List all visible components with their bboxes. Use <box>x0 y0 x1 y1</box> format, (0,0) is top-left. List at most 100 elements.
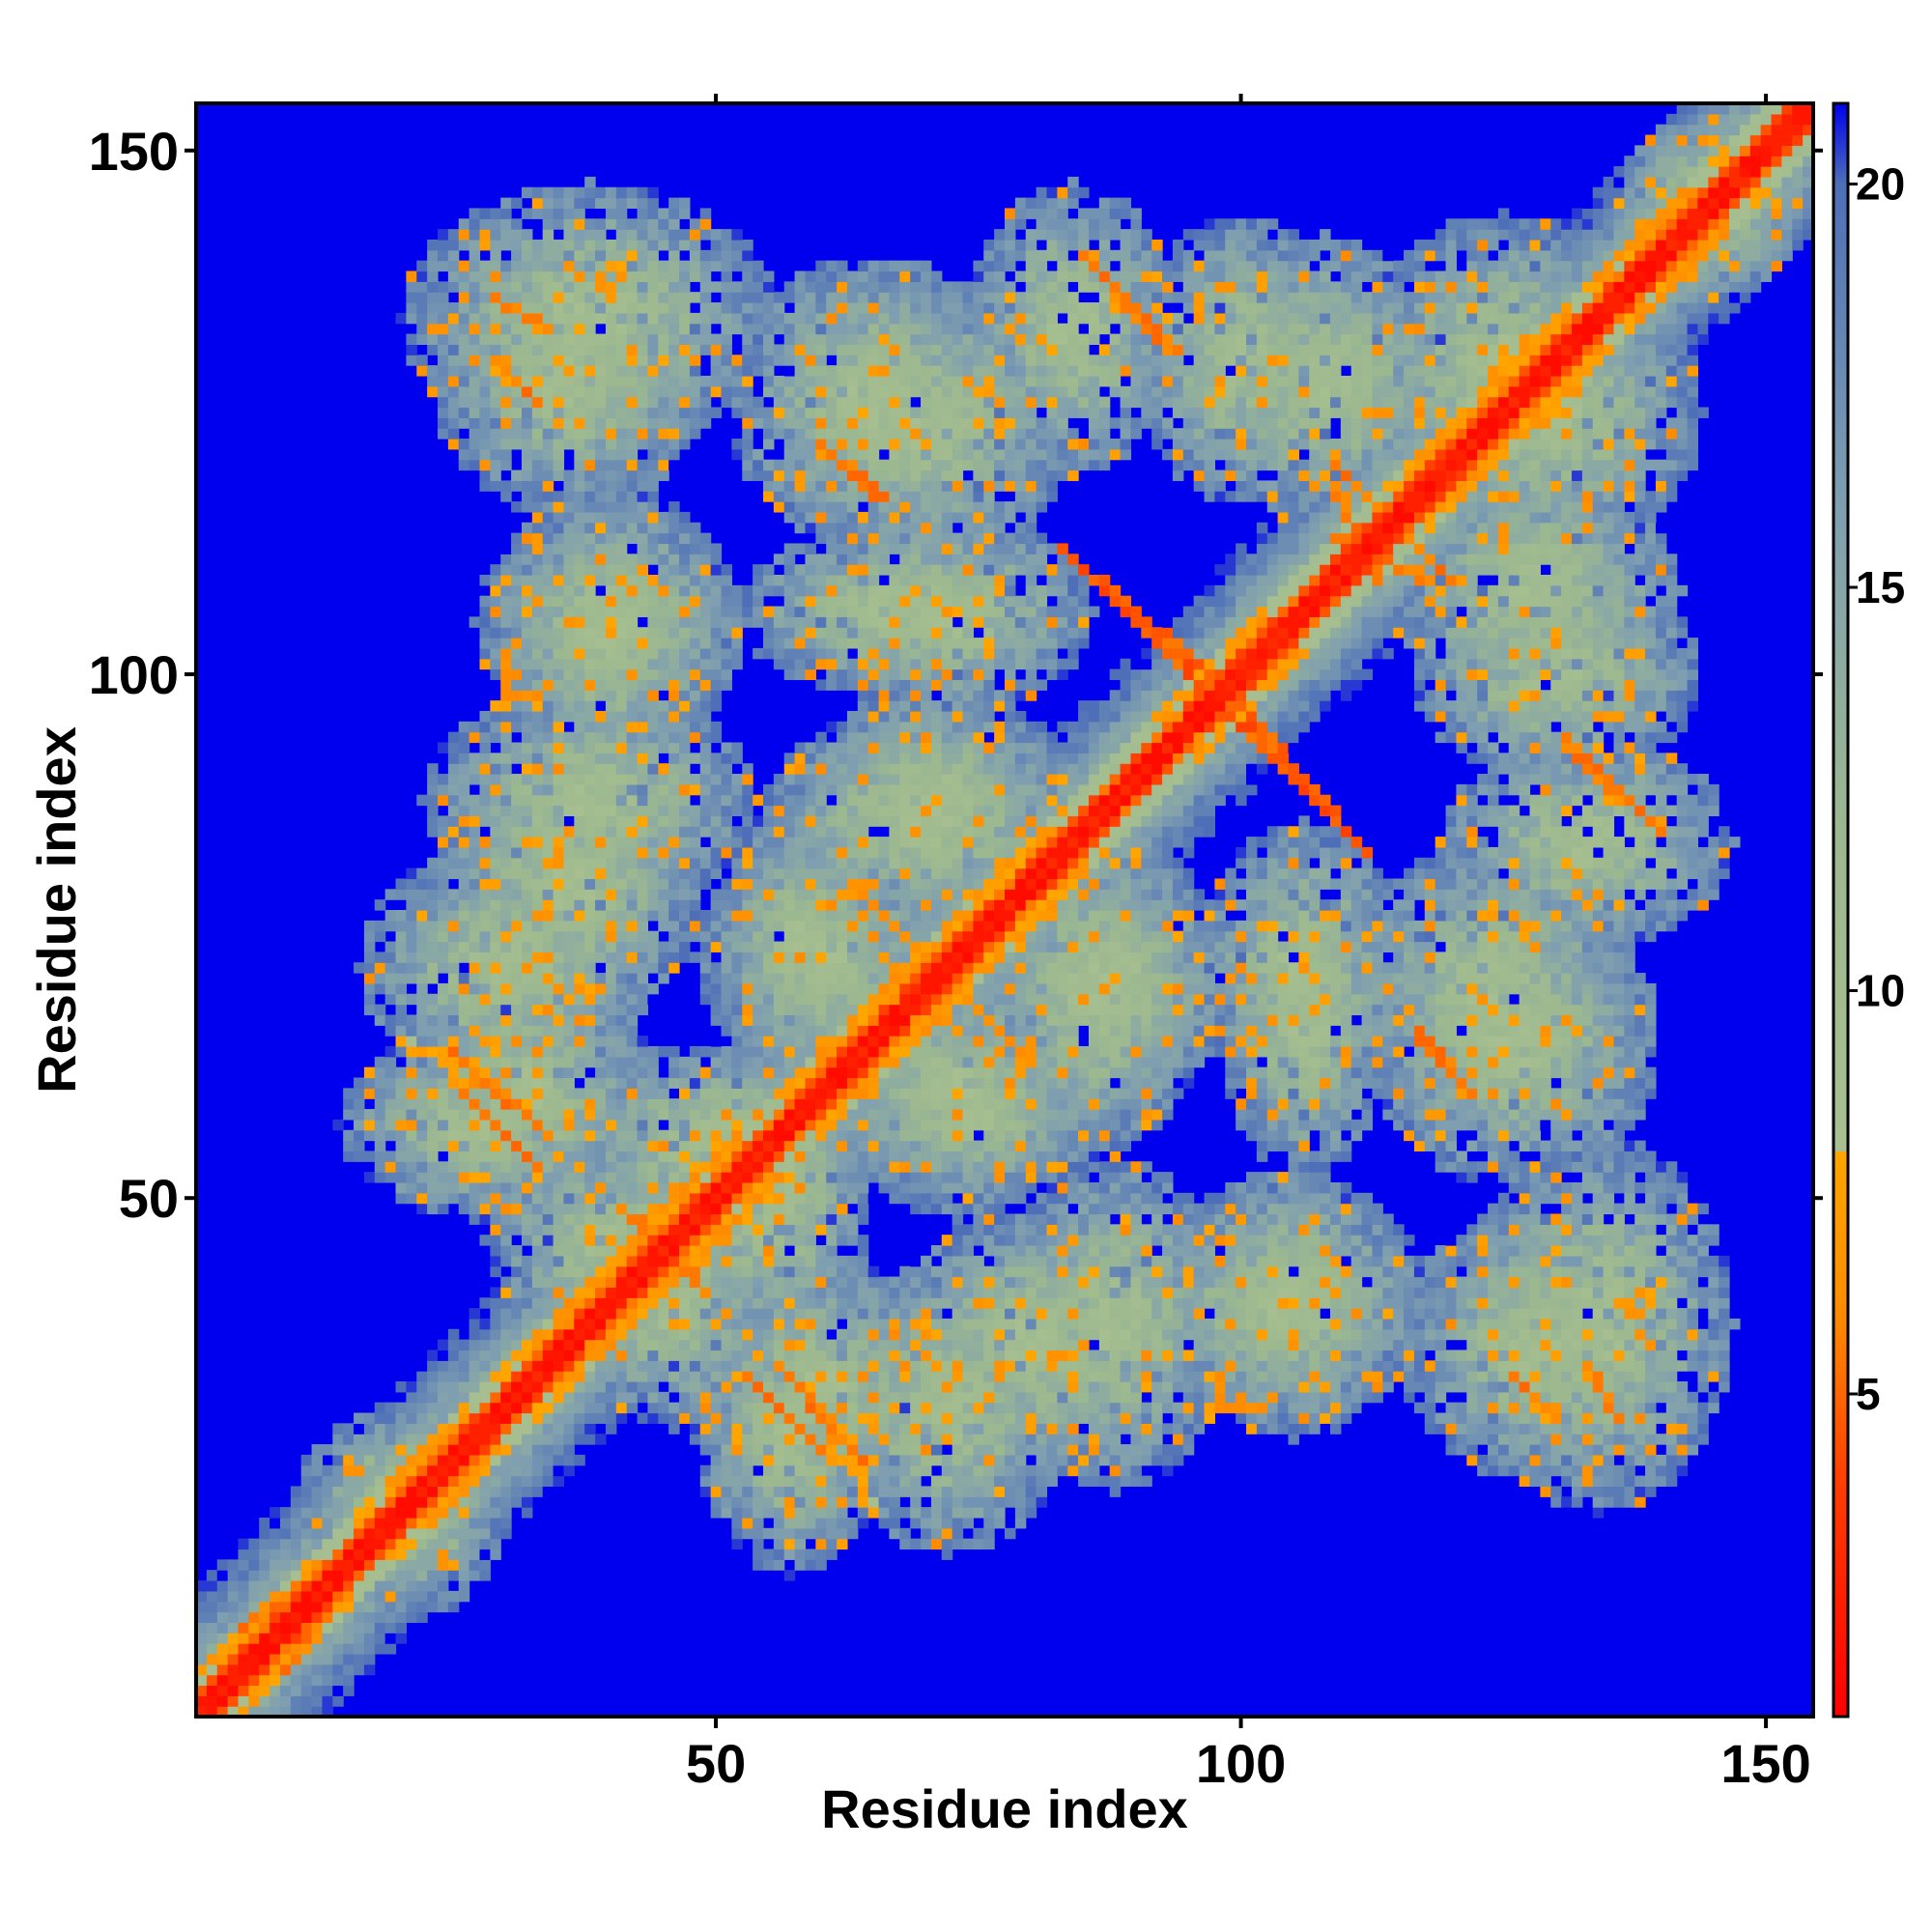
heatmap-cell <box>889 1391 900 1404</box>
heatmap-cell <box>762 1423 775 1435</box>
heatmap-cell <box>1309 1088 1321 1099</box>
heatmap-cell <box>721 1380 732 1393</box>
heatmap-cell <box>952 1350 964 1361</box>
heatmap-cell <box>1361 1025 1374 1037</box>
heatmap-cell <box>878 1129 891 1142</box>
heatmap-cell <box>1456 1308 1467 1320</box>
heatmap-cell <box>1120 1444 1132 1456</box>
heatmap-cell <box>1036 1350 1048 1361</box>
heatmap-cell <box>406 1056 417 1068</box>
heatmap-cell <box>1320 1213 1331 1225</box>
heatmap-cell <box>721 1276 732 1288</box>
heatmap-cell <box>311 1496 324 1508</box>
heatmap-cell <box>1120 1371 1132 1382</box>
heatmap-cell <box>374 1527 386 1540</box>
heatmap-cell <box>490 1255 501 1267</box>
heatmap-cell <box>762 1350 775 1361</box>
heatmap-cell <box>941 1276 953 1288</box>
heatmap-cell <box>742 1507 753 1519</box>
heatmap-cell <box>857 1119 869 1131</box>
heatmap-cell <box>1130 1235 1142 1246</box>
heatmap-cell <box>973 1486 984 1497</box>
heatmap-cell <box>753 1181 764 1194</box>
heatmap-cell <box>1193 1360 1215 1372</box>
heatmap-cell <box>837 1151 859 1162</box>
heatmap-cell <box>447 1077 460 1089</box>
heatmap-cell <box>406 1172 417 1183</box>
heatmap-cell <box>395 1402 407 1414</box>
heatmap-cell <box>731 1203 743 1215</box>
heatmap-cell <box>521 1308 533 1320</box>
heatmap-cell <box>500 1423 512 1435</box>
heatmap-cell <box>1193 1380 1206 1393</box>
heatmap-cell <box>605 1056 617 1068</box>
heatmap-cell <box>343 1098 355 1110</box>
heatmap-cell <box>406 1140 417 1152</box>
heatmap-cell <box>595 1213 607 1225</box>
heatmap-cell <box>574 1140 585 1152</box>
heatmap-cell <box>731 1235 743 1246</box>
heatmap-cell <box>1592 1287 1605 1298</box>
heatmap-cell <box>531 1140 544 1152</box>
heatmap-cell <box>805 1140 816 1152</box>
heatmap-cell <box>1214 1036 1226 1047</box>
heatmap-cell <box>952 1161 964 1173</box>
heatmap-cell <box>826 1318 838 1330</box>
heatmap-cell <box>1497 1350 1510 1361</box>
heatmap-cell <box>1172 1276 1184 1288</box>
heatmap-cell <box>731 1412 743 1424</box>
heatmap-cell <box>1372 1391 1383 1404</box>
heatmap-cell <box>952 1109 964 1121</box>
heatmap-cell <box>248 1538 260 1550</box>
heatmap-cell <box>846 1475 859 1488</box>
heatmap-cell <box>689 1308 701 1320</box>
heatmap-cell <box>1645 1423 1657 1435</box>
heatmap-cell <box>1393 1350 1405 1361</box>
heatmap-cell <box>1571 1192 1583 1205</box>
heatmap-cell <box>1497 1454 1520 1466</box>
heatmap-cell <box>490 1213 501 1225</box>
heatmap-cell <box>511 1161 533 1173</box>
heatmap-cell <box>1529 1203 1541 1215</box>
heatmap-cell <box>910 1140 922 1152</box>
heatmap-cell <box>762 1109 775 1121</box>
heatmap-cell <box>1477 1045 1489 1058</box>
heatmap-cell <box>878 1391 891 1404</box>
heatmap-cell <box>521 1412 533 1424</box>
heatmap-cell <box>227 1643 240 1655</box>
heatmap-cell <box>1561 1245 1583 1257</box>
heatmap-cell <box>1613 1129 1625 1142</box>
heatmap-cell <box>1519 1140 1531 1152</box>
heatmap-cell <box>1288 1350 1299 1361</box>
heatmap-cell <box>721 1454 732 1466</box>
heatmap-cell <box>1067 1265 1079 1278</box>
heatmap-cell <box>1120 1464 1132 1477</box>
heatmap-cell <box>962 1318 995 1330</box>
heatmap-cell <box>930 1287 943 1298</box>
heatmap-cell <box>279 1663 292 1676</box>
heatmap-cell <box>1350 1255 1363 1267</box>
heatmap-cell <box>994 1235 1006 1246</box>
heatmap-cell <box>1014 1192 1027 1205</box>
heatmap-cell <box>615 1318 628 1330</box>
heatmap-cell <box>584 1276 607 1288</box>
heatmap-cell <box>921 1350 932 1361</box>
heatmap-cell <box>1025 1056 1037 1068</box>
heatmap-cell <box>1256 1140 1268 1152</box>
heatmap-cell <box>1256 1371 1268 1382</box>
heatmap-cell <box>1592 1507 1605 1519</box>
heatmap-cell <box>343 1507 355 1519</box>
heatmap-cell <box>1130 1380 1142 1393</box>
heatmap-cell <box>1277 1245 1290 1257</box>
heatmap-cell <box>910 1308 922 1320</box>
heatmap-cell <box>279 1507 292 1519</box>
heatmap-cell <box>238 1580 249 1592</box>
heatmap-cell <box>542 1161 554 1173</box>
heatmap-cell <box>626 1308 639 1320</box>
heatmap-cell <box>500 1045 512 1058</box>
heatmap-cell <box>762 1161 775 1173</box>
heatmap-cell <box>1540 1140 1551 1152</box>
heatmap-cell <box>846 1181 869 1194</box>
heatmap-cell <box>1246 1036 1258 1047</box>
heatmap-cell <box>846 1077 859 1089</box>
